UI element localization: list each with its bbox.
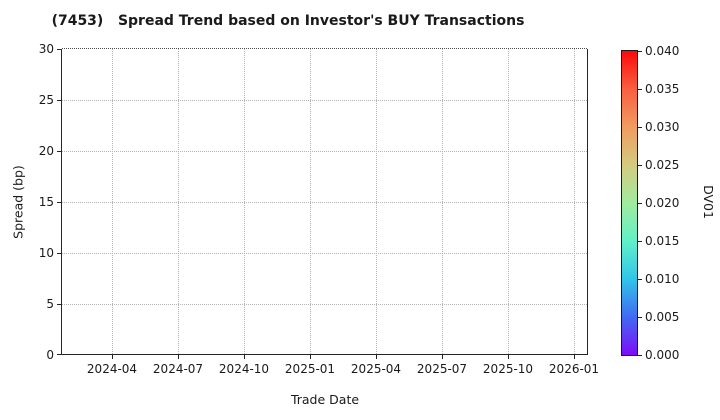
y-tick-label: 30 bbox=[38, 42, 54, 56]
y-tick-label: 15 bbox=[38, 195, 54, 209]
gridline-vertical bbox=[508, 49, 509, 354]
colorbar-tick-label: 0.005 bbox=[645, 310, 680, 324]
x-tick-mark bbox=[244, 355, 245, 359]
x-tick-mark bbox=[574, 355, 575, 359]
gridline-vertical bbox=[112, 49, 113, 354]
gridline-vertical bbox=[310, 49, 311, 354]
colorbar-tick-mark bbox=[638, 241, 642, 242]
y-tick-label: 10 bbox=[38, 246, 54, 260]
colorbar-tick-label: 0.025 bbox=[645, 158, 680, 172]
x-axis-label: Trade Date bbox=[290, 392, 360, 407]
y-tick-label: 0 bbox=[46, 348, 54, 362]
x-tick-label: 2026-01 bbox=[548, 362, 600, 376]
x-tick-label: 2025-01 bbox=[284, 362, 336, 376]
y-tick-mark bbox=[57, 151, 61, 152]
colorbar-axis-label: DV01 bbox=[701, 185, 716, 219]
x-tick-label: 2024-10 bbox=[218, 362, 270, 376]
y-tick-mark bbox=[57, 202, 61, 203]
y-tick-mark bbox=[57, 253, 61, 254]
colorbar-tick-mark bbox=[638, 279, 642, 280]
gridline-horizontal bbox=[62, 100, 587, 101]
plot-top-edge bbox=[62, 48, 587, 49]
gridline-vertical bbox=[244, 49, 245, 354]
y-tick-mark bbox=[57, 354, 61, 355]
colorbar-tick-label: 0.035 bbox=[645, 82, 680, 96]
gridline-vertical bbox=[178, 49, 179, 354]
x-tick-label: 2025-07 bbox=[416, 362, 468, 376]
x-tick-mark bbox=[310, 355, 311, 359]
colorbar-tick-label: 0.000 bbox=[645, 348, 680, 362]
x-tick-label: 2024-04 bbox=[86, 362, 138, 376]
colorbar-tick-mark bbox=[638, 317, 642, 318]
x-tick-mark bbox=[178, 355, 179, 359]
y-tick-label: 5 bbox=[46, 297, 54, 311]
x-tick-mark bbox=[508, 355, 509, 359]
colorbar-tick-mark bbox=[638, 165, 642, 166]
colorbar-tick-label: 0.030 bbox=[645, 120, 680, 134]
colorbar-tick-mark bbox=[638, 355, 642, 356]
x-tick-mark bbox=[442, 355, 443, 359]
colorbar-tick-mark bbox=[638, 89, 642, 90]
y-tick-mark bbox=[57, 304, 61, 305]
gridline-horizontal bbox=[62, 253, 587, 254]
y-tick-mark bbox=[57, 100, 61, 101]
gridline-vertical bbox=[574, 49, 575, 354]
gridline-horizontal bbox=[62, 151, 587, 152]
plot-area: 30 25 20 15 10 5 0 2024-04 2024-07 2024-… bbox=[39, 42, 599, 376]
colorbar: 0.040 0.035 0.030 0.025 0.020 0.015 0.01… bbox=[621, 44, 679, 362]
x-tick-mark bbox=[112, 355, 113, 359]
gridline-horizontal bbox=[62, 304, 587, 305]
colorbar-gradient bbox=[622, 51, 637, 355]
x-tick-mark bbox=[376, 355, 377, 359]
gridline-vertical bbox=[442, 49, 443, 354]
y-tick-label: 20 bbox=[38, 144, 54, 158]
colorbar-tick-mark bbox=[638, 127, 642, 128]
gridline-horizontal bbox=[62, 202, 587, 203]
y-tick-label: 25 bbox=[38, 93, 54, 107]
colorbar-tick-label: 0.015 bbox=[645, 234, 680, 248]
colorbar-tick-mark bbox=[638, 51, 642, 52]
colorbar-tick-mark bbox=[638, 203, 642, 204]
colorbar-tick-label: 0.040 bbox=[645, 44, 680, 58]
x-tick-label: 2025-10 bbox=[482, 362, 534, 376]
gridline-vertical bbox=[376, 49, 377, 354]
chart-title: (7453) Spread Trend based on Investor's … bbox=[51, 13, 525, 29]
colorbar-tick-label: 0.010 bbox=[645, 272, 680, 286]
x-tick-label: 2024-07 bbox=[152, 362, 204, 376]
colorbar-tick-label: 0.020 bbox=[645, 196, 680, 210]
y-tick-mark bbox=[57, 49, 61, 50]
x-tick-label: 2025-04 bbox=[350, 362, 402, 376]
